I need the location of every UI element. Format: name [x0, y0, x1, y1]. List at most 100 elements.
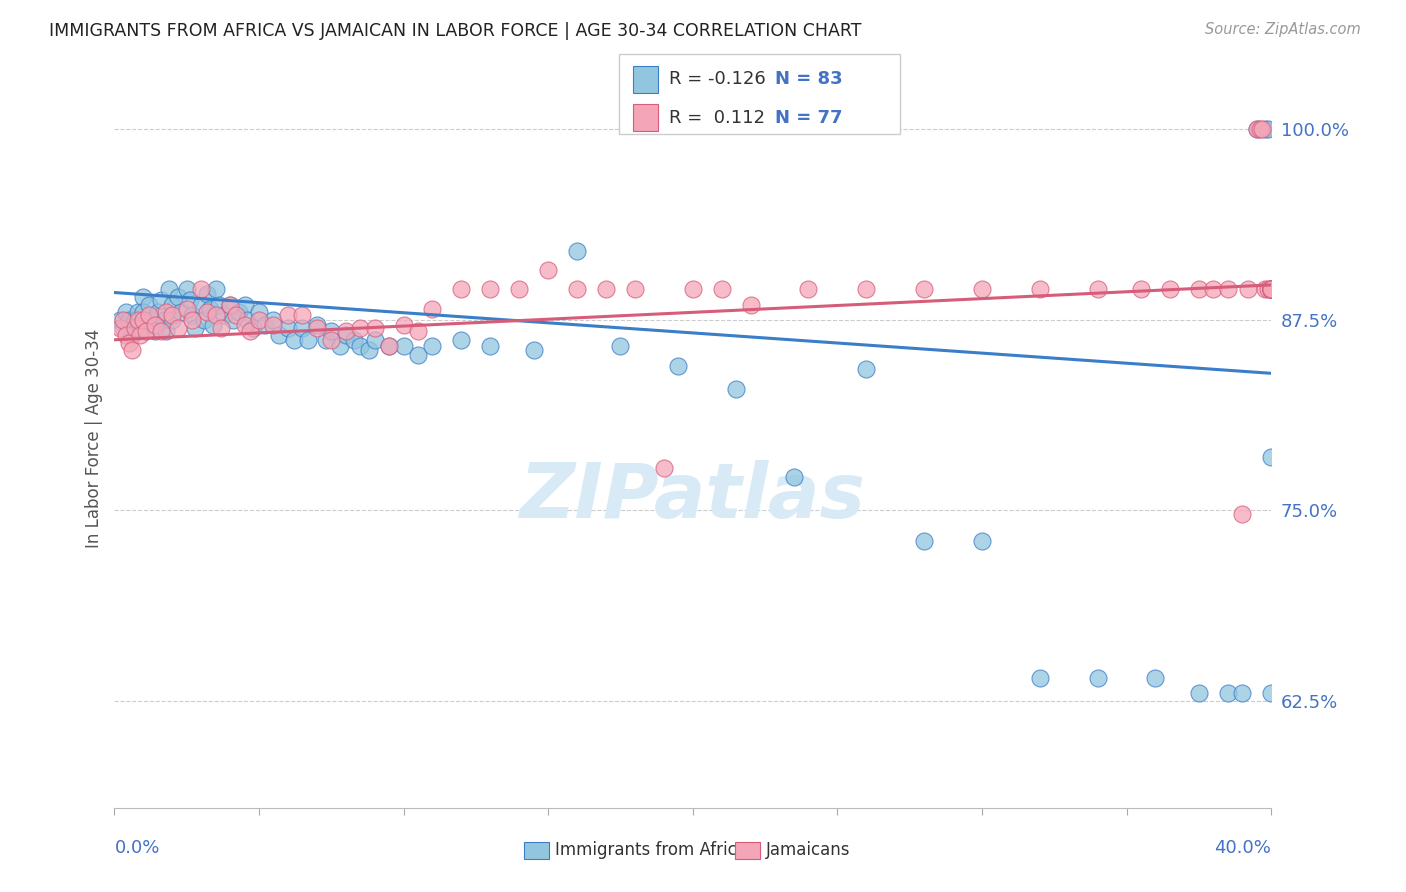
- Point: [127, 313, 149, 327]
- Point: [162, 298, 184, 312]
- Point: [970, 283, 993, 297]
- Point: [1216, 686, 1239, 700]
- Point: [305, 318, 328, 332]
- Point: [115, 328, 138, 343]
- Point: [108, 320, 131, 334]
- Point: [239, 324, 262, 338]
- Point: [1251, 122, 1274, 136]
- Point: [204, 283, 226, 297]
- Point: [124, 313, 146, 327]
- Point: [233, 298, 256, 312]
- Point: [219, 298, 242, 312]
- Point: [321, 324, 343, 338]
- Point: [247, 305, 270, 319]
- Point: [228, 305, 250, 319]
- Point: [349, 339, 371, 353]
- Text: Immigrants from Africa: Immigrants from Africa: [555, 841, 747, 859]
- Point: [121, 328, 143, 343]
- Point: [479, 283, 502, 297]
- Point: [141, 313, 163, 327]
- Point: [121, 343, 143, 358]
- Point: [195, 305, 218, 319]
- Point: [970, 533, 993, 548]
- Point: [162, 309, 184, 323]
- Point: [124, 320, 146, 334]
- Point: [652, 460, 675, 475]
- Point: [357, 343, 380, 358]
- Point: [1087, 671, 1109, 685]
- Point: [112, 320, 135, 334]
- Point: [1237, 283, 1260, 297]
- Text: Jamaicans: Jamaicans: [766, 841, 851, 859]
- Point: [269, 328, 291, 343]
- Point: [349, 320, 371, 334]
- Text: R =  0.112: R = 0.112: [669, 109, 765, 127]
- Point: [1260, 283, 1282, 297]
- Point: [1254, 283, 1277, 297]
- Point: [682, 283, 704, 297]
- Point: [176, 283, 198, 297]
- Point: [181, 309, 204, 323]
- Point: [176, 302, 198, 317]
- Point: [422, 339, 444, 353]
- Point: [118, 313, 141, 327]
- Text: ZIPatlas: ZIPatlas: [520, 460, 866, 534]
- Point: [1188, 283, 1211, 297]
- Point: [1260, 283, 1282, 297]
- Point: [129, 320, 152, 334]
- Point: [1260, 283, 1282, 297]
- Point: [222, 313, 245, 327]
- Point: [315, 333, 337, 347]
- Point: [912, 533, 935, 548]
- Text: 40.0%: 40.0%: [1215, 838, 1271, 857]
- Point: [1029, 283, 1052, 297]
- Point: [209, 320, 232, 334]
- Point: [1188, 686, 1211, 700]
- Point: [609, 339, 631, 353]
- Point: [406, 348, 429, 362]
- Point: [523, 343, 546, 358]
- Text: R = -0.126: R = -0.126: [669, 70, 766, 88]
- Point: [565, 283, 588, 297]
- Point: [179, 293, 201, 307]
- Y-axis label: In Labor Force | Age 30-34: In Labor Force | Age 30-34: [86, 328, 103, 548]
- Point: [1260, 283, 1282, 297]
- Point: [666, 359, 689, 373]
- Point: [283, 333, 305, 347]
- Point: [392, 318, 415, 332]
- Point: [595, 283, 617, 297]
- Point: [149, 293, 172, 307]
- Point: [143, 324, 166, 338]
- Point: [508, 283, 530, 297]
- Point: [406, 324, 429, 338]
- Point: [190, 283, 212, 297]
- Point: [112, 313, 135, 327]
- Point: [1144, 671, 1167, 685]
- Point: [291, 320, 314, 334]
- Point: [181, 313, 204, 327]
- Text: 0.0%: 0.0%: [114, 838, 160, 857]
- Point: [1257, 122, 1279, 136]
- Point: [132, 290, 155, 304]
- Point: [1216, 283, 1239, 297]
- Point: [138, 298, 160, 312]
- Point: [162, 313, 184, 327]
- Point: [1246, 122, 1268, 136]
- Point: [184, 320, 207, 334]
- Point: [214, 309, 236, 323]
- Point: [127, 305, 149, 319]
- Point: [1087, 283, 1109, 297]
- Point: [253, 318, 276, 332]
- Point: [335, 328, 357, 343]
- Point: [262, 318, 284, 332]
- Point: [1257, 283, 1279, 297]
- Point: [1249, 122, 1271, 136]
- Point: [855, 283, 877, 297]
- Point: [277, 309, 299, 323]
- Point: [1202, 283, 1225, 297]
- Point: [725, 382, 748, 396]
- Point: [1130, 283, 1153, 297]
- Point: [152, 313, 174, 327]
- Point: [143, 318, 166, 332]
- Point: [198, 302, 221, 317]
